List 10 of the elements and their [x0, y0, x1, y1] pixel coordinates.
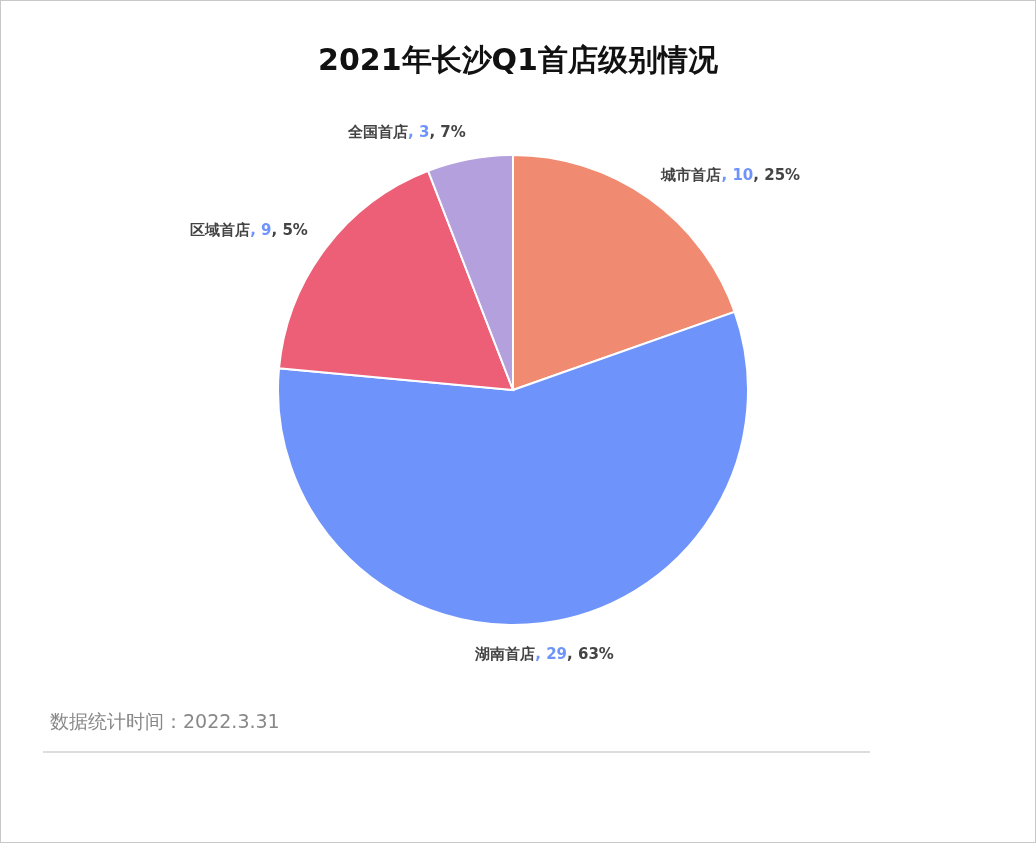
text: 数据统计时间：2022.3.31 [50, 710, 280, 732]
slice-label: 湖南首店 [474, 645, 536, 664]
data-label: , 29, 63% [535, 645, 614, 664]
data-label: , 9, 5% [250, 221, 308, 240]
slice-label: 城市首店 [660, 166, 722, 185]
slice-label: 全国首店 [347, 123, 409, 142]
chart-title: 2021年长沙Q1首店级别情况 [318, 42, 719, 77]
data-label: , 10, 25% [721, 166, 801, 185]
data-label: , 3, 7% [408, 123, 466, 142]
slice-label: 区域首店 [190, 221, 251, 240]
